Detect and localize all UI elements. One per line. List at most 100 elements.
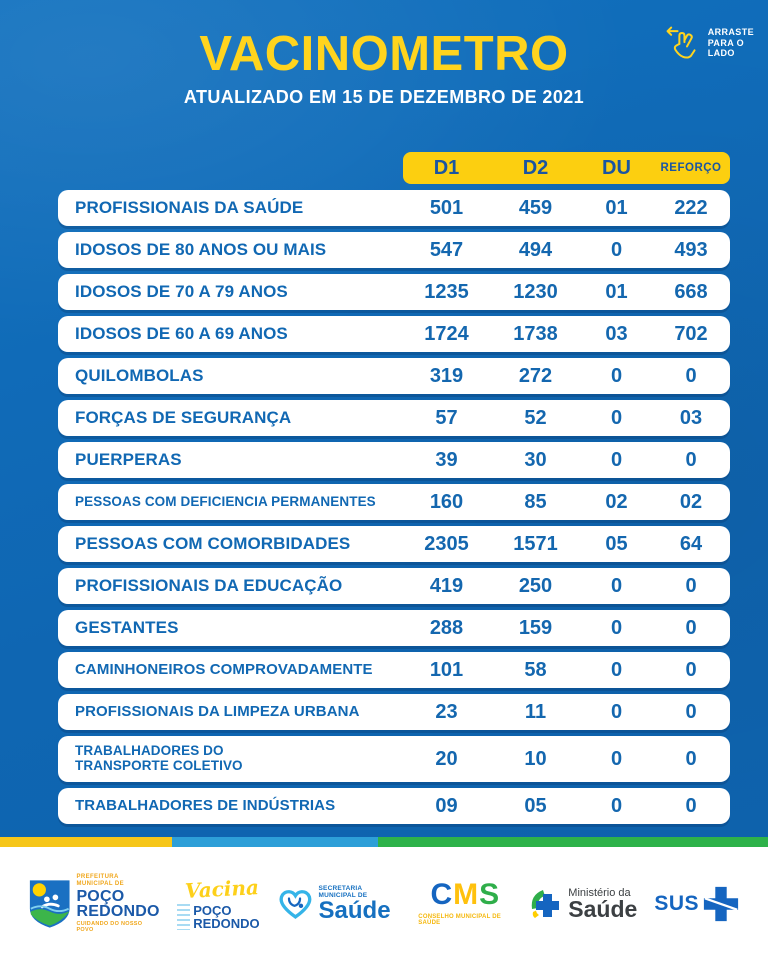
cell-du: 0	[610, 574, 623, 597]
cell-d2: 58	[524, 658, 547, 681]
cell-reforco: 0	[685, 658, 697, 681]
row-category-label: PROFISSIONAIS DA SAÚDE	[75, 197, 304, 217]
swipe-hint[interactable]: ARRASTE PARA O LADO	[663, 24, 754, 62]
column-d1: D1	[433, 156, 460, 179]
table-row: PROFISSIONAIS DA SAÚDE 501 459 01 222	[58, 190, 730, 226]
cell-reforco: 0	[685, 700, 697, 723]
vacina-decoration	[177, 904, 191, 930]
table-row: PROFISSIONAIS DA LIMPEZA URBANA 23 11 0 …	[58, 694, 730, 730]
cell-reforco: 0	[685, 616, 697, 639]
swipe-hint-label: ARRASTE PARA O LADO	[707, 27, 754, 59]
cell-reforco: 0	[685, 794, 697, 817]
row-category-label: FORÇAS DE SEGURANÇA	[75, 407, 292, 427]
cell-d1: 319	[429, 364, 464, 387]
heart-stethoscope-icon	[279, 889, 311, 919]
logo-prefeitura-poco-redondo: PREFEITURA MUNICIPAL DE POÇO REDONDO CUI…	[28, 874, 160, 933]
cell-du: 0	[610, 616, 623, 639]
cell-d2: 459	[518, 196, 553, 219]
row-category-label: IDOSOS DE 70 A 79 ANOS	[75, 281, 288, 301]
cell-d1: 501	[429, 196, 464, 219]
cell-d1: 419	[429, 574, 464, 597]
cell-du: 01	[605, 280, 628, 303]
cell-d1: 23	[435, 700, 458, 723]
cell-d2: 250	[518, 574, 553, 597]
row-category-label: PESSOAS COM DEFICIENCIA PERMANENTES	[75, 493, 376, 509]
cell-du: 0	[610, 658, 623, 681]
secretaria-big-label: Saúde	[318, 896, 391, 924]
logo-vacina-poco-redondo: Vacina POÇO REDONDO	[177, 875, 260, 930]
page-title: VACINOMETRO	[199, 27, 569, 81]
cell-d2: 272	[518, 364, 553, 387]
row-category-label: PROFISSIONAIS DA EDUCAÇÃO	[75, 575, 343, 595]
prefeitura-tagline: CUIDANDO DO NOSSO POVO	[76, 921, 143, 934]
cell-reforco: 0	[685, 364, 697, 387]
table-row: CAMINHONEIROS COMPROVADAMENTE 101 58 0 0	[58, 652, 730, 688]
stripe-yellow-segment	[0, 837, 172, 847]
swipe-hand-icon	[666, 26, 696, 59]
cell-d1: 1724	[424, 322, 469, 345]
cell-d2: 1738	[513, 322, 558, 345]
table-row: TRABALHADORES DE INDÚSTRIAS 09 05 0 0	[58, 788, 730, 824]
vaccination-table-body: PROFISSIONAIS DA SAÚDE 501 459 01 222 ID…	[58, 190, 730, 824]
cell-d1: 160	[429, 490, 464, 513]
table-row: PESSOAS COM COMORBIDADES 2305 1571 05 64	[58, 526, 730, 562]
cell-du: 01	[605, 196, 628, 219]
logo-ministerio-saude: Ministério da Saúde	[529, 887, 637, 921]
cell-du: 0	[610, 364, 623, 387]
cms-letters: CMS	[430, 877, 501, 911]
logo-cms: CMS CONSELHO MUNICIPAL DE SAÚDE	[418, 877, 512, 926]
cell-d2: 52	[524, 406, 547, 429]
row-category-label: QUILOMBOLAS	[75, 365, 204, 385]
table-row: QUILOMBOLAS 319 272 0 0	[58, 358, 730, 394]
cell-reforco: 0	[685, 574, 697, 597]
column-reforco: REFORÇO	[660, 162, 722, 174]
prefeitura-name-line2: REDONDO	[76, 903, 160, 920]
table-row: PESSOAS COM DEFICIENCIA PERMANENTES 160 …	[58, 484, 730, 520]
row-category-label: PROFISSIONAIS DA LIMPEZA URBANA	[75, 702, 360, 720]
table-column-header: D1 D2 DU REFORÇO	[403, 152, 730, 184]
cell-du: 0	[610, 747, 623, 770]
column-du: DU	[602, 156, 631, 179]
cell-reforco: 668	[674, 280, 708, 303]
table-row: GESTANTES 288 159 0 0	[58, 610, 730, 646]
vacina-name-line1: POÇO	[193, 903, 232, 918]
cell-d2: 30	[524, 448, 547, 471]
row-category-label: CAMINHONEIROS COMPROVADAMENTE	[75, 660, 373, 678]
cell-reforco: 64	[679, 532, 703, 555]
table-row: PUERPERAS 39 30 0 0	[58, 442, 730, 478]
cell-du: 0	[610, 406, 623, 429]
footer-color-stripe	[0, 837, 768, 847]
cell-d2: 05	[524, 794, 547, 817]
cell-du: 05	[605, 532, 628, 555]
cell-d2: 1571	[513, 532, 558, 555]
cell-d2: 11	[524, 700, 547, 723]
table-row: PROFISSIONAIS DA EDUCAÇÃO 419 250 0 0	[58, 568, 730, 604]
stripe-green-segment	[378, 837, 768, 847]
cell-d2: 1230	[513, 280, 558, 303]
secretaria-small-label: SECRETARIA MUNICIPAL DE	[318, 884, 368, 899]
cell-du: 0	[610, 794, 623, 817]
stripe-blue-segment	[172, 837, 378, 847]
column-d2: D2	[522, 156, 549, 179]
cell-reforco: 0	[685, 448, 697, 471]
cell-du: 0	[610, 238, 623, 261]
cell-reforco: 702	[674, 322, 708, 345]
row-category-label: PUERPERAS	[75, 449, 182, 469]
cell-reforco: 0	[685, 747, 697, 770]
ministerio-big-label: Saúde	[568, 895, 638, 922]
vaccination-table: D1 D2 DU REFORÇO PROFISSIONAIS DA SAÚDE …	[58, 152, 730, 830]
cell-reforco: 493	[674, 238, 708, 261]
ministerio-small-label: Ministério da	[568, 886, 631, 899]
cell-d1: 57	[435, 406, 458, 429]
cell-d2: 10	[524, 747, 547, 770]
page-subtitle: ATUALIZADO EM 15 DE DEZEMBRO DE 2021	[183, 87, 585, 107]
footer-logo-bar: PREFEITURA MUNICIPAL DE POÇO REDONDO CUI…	[0, 847, 768, 960]
logo-sus: SUS	[654, 885, 740, 923]
table-row: IDOSOS DE 80 ANOS OU MAIS 547 494 0 493	[58, 232, 730, 268]
row-category-label: TRABALHADORES DE INDÚSTRIAS	[75, 796, 336, 814]
cell-du: 0	[610, 700, 623, 723]
ministerio-cross-icon	[532, 889, 560, 918]
logo-secretaria-saude: SECRETARIA MUNICIPAL DE Saúde	[277, 885, 402, 923]
row-category-label: GESTANTES	[75, 617, 179, 637]
